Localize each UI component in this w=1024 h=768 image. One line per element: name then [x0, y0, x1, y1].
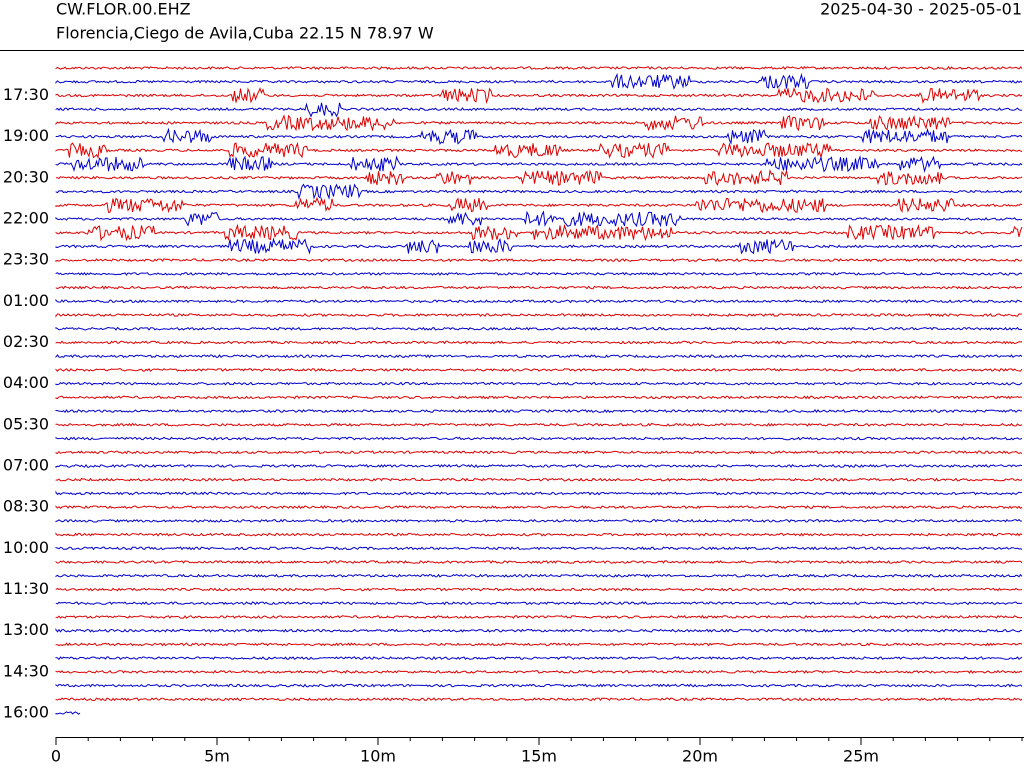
seismic-trace [56, 465, 1022, 467]
seismic-trace [56, 314, 1022, 316]
seismic-trace [56, 239, 1022, 253]
seismic-trace [56, 479, 1022, 481]
seismic-trace [56, 547, 1022, 549]
location-subtitle: Florencia,Ciego de Avila,Cuba 22.15 N 78… [56, 24, 434, 43]
seismic-trace [56, 171, 1022, 185]
seismic-trace [56, 157, 1022, 171]
seismic-trace [56, 382, 1022, 384]
y-tick-label: 05:30 [3, 414, 49, 433]
y-tick-label: 17:30 [3, 85, 49, 104]
seismic-trace [56, 88, 1022, 102]
y-tick-label: 13:00 [3, 620, 49, 639]
station-title: CW.FLOR.00.EHZ [56, 0, 191, 19]
x-tick-label: 20m [682, 747, 718, 766]
seismic-trace [56, 575, 1022, 577]
seismic-trace [56, 103, 1022, 117]
x-tick-label: 5m [204, 747, 230, 766]
seismic-trace [56, 520, 1022, 522]
seismic-trace [56, 328, 1022, 330]
x-tick-label: 10m [360, 747, 396, 766]
x-tick-label: 25m [843, 747, 879, 766]
seismic-trace [56, 616, 1022, 618]
x-tick-label: 15m [521, 747, 557, 766]
y-tick-label: 19:00 [3, 126, 49, 145]
seismic-trace [56, 657, 1022, 659]
seismic-trace [56, 630, 1022, 632]
seismic-trace [56, 602, 1022, 604]
y-tick-label: 16:00 [3, 703, 49, 722]
seismic-trace [56, 712, 80, 714]
y-tick-label: 10:00 [3, 538, 49, 557]
seismic-trace [56, 185, 1022, 199]
date-range: 2025-04-30 - 2025-05-01 [820, 0, 1022, 19]
seismic-trace [56, 67, 1022, 69]
y-tick-label: 23:30 [3, 250, 49, 269]
seismic-trace [56, 355, 1022, 357]
seismic-trace [56, 198, 1022, 212]
y-tick-label: 02:30 [3, 332, 49, 351]
seismic-trace [56, 492, 1022, 494]
y-tick-label: 07:00 [3, 455, 49, 474]
seismic-trace [56, 506, 1022, 508]
seismic-trace [56, 451, 1022, 453]
y-tick-label: 14:30 [3, 661, 49, 680]
seismic-trace [56, 226, 1022, 240]
seismic-trace [56, 129, 1022, 143]
seismic-trace [56, 212, 1022, 226]
seismic-trace [56, 424, 1022, 426]
x-tick-label: 0 [51, 747, 61, 766]
y-tick-label: 20:30 [3, 167, 49, 186]
y-tick-label: 01:00 [3, 291, 49, 310]
seismic-trace [56, 561, 1022, 563]
seismic-trace [56, 643, 1022, 645]
seismic-trace [56, 273, 1022, 275]
seismic-trace [56, 437, 1022, 439]
seismic-trace [56, 684, 1022, 686]
seismic-trace [56, 698, 1022, 700]
seismic-trace [56, 396, 1022, 398]
y-tick-label: 08:30 [3, 497, 49, 516]
y-tick-label: 04:00 [3, 373, 49, 392]
seismic-trace [56, 259, 1022, 261]
seismic-trace [56, 410, 1022, 412]
seismic-trace [56, 75, 1022, 89]
seismic-trace [56, 300, 1022, 302]
seismic-trace [56, 533, 1022, 535]
y-tick-label: 22:00 [3, 208, 49, 227]
seismic-trace [56, 671, 1022, 673]
y-tick-label: 11:30 [3, 579, 49, 598]
seismic-trace [56, 369, 1022, 371]
seismic-trace [56, 143, 1022, 157]
seismic-trace [56, 116, 1022, 130]
seismic-trace [56, 286, 1022, 288]
seismic-trace [56, 588, 1022, 590]
seismic-trace [56, 341, 1022, 343]
